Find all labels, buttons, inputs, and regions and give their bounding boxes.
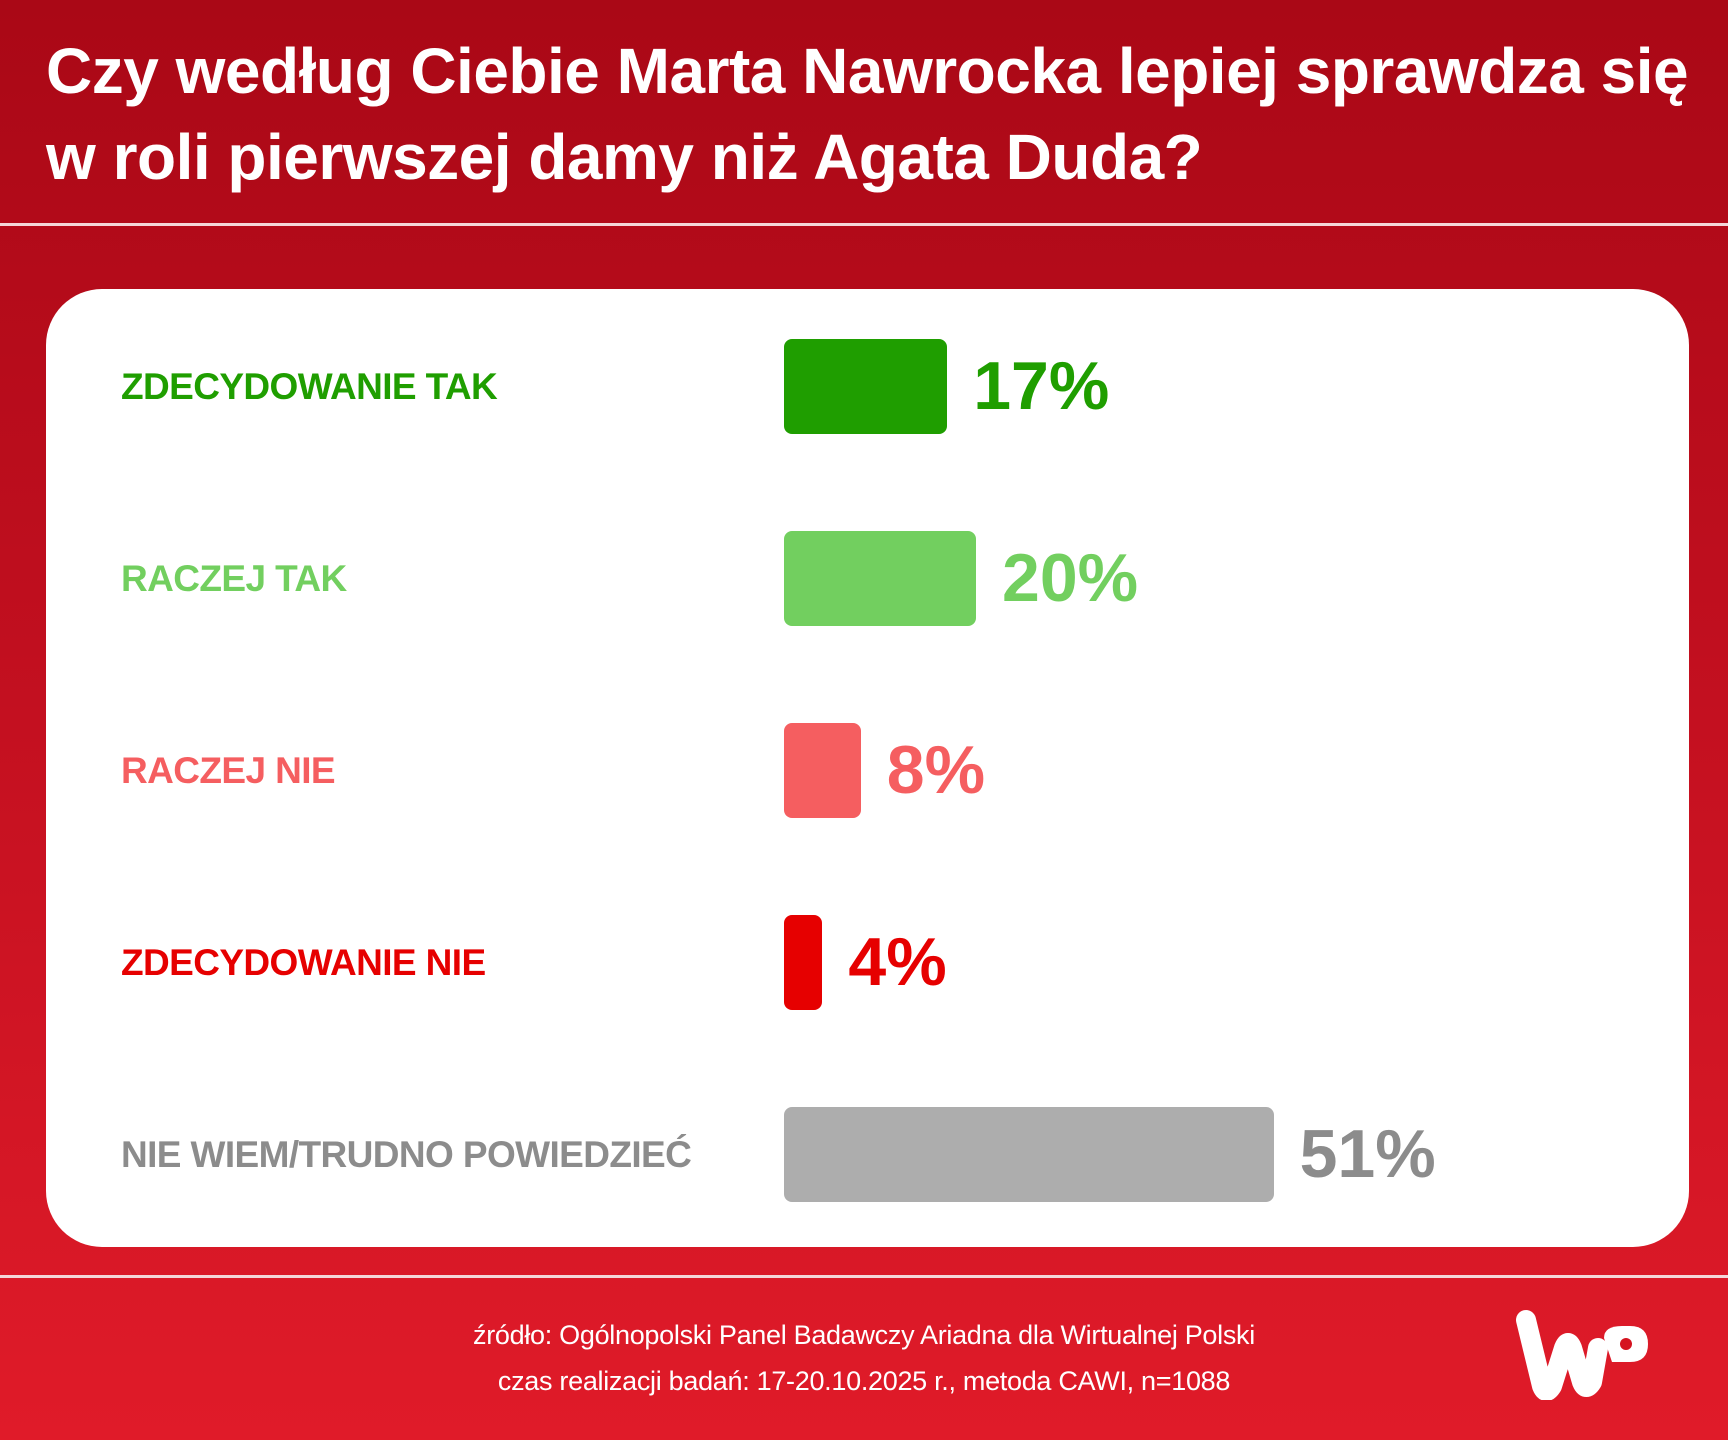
- bar: [784, 531, 976, 626]
- bar-row: RACZEJ NIE 8%: [46, 723, 1689, 818]
- category-label: RACZEJ TAK: [121, 558, 347, 599]
- source-text: źródło: Ogólnopolski Panel Badawczy Aria…: [473, 1320, 1255, 1350]
- bar-row: RACZEJ TAK 20%: [46, 531, 1689, 626]
- method-text: czas realizacji badań: 17-20.10.2025 r.,…: [497, 1366, 1231, 1396]
- chart-card: ZDECYDOWANIE TAK 17% RACZEJ TAK 20% RACZEJ N…: [46, 289, 1689, 1247]
- value-label: 20%: [1002, 540, 1139, 616]
- value-label: 8%: [886, 732, 986, 808]
- chart-title: Czy według Ciebie Marta Nawrocka lepiej …: [46, 35, 1689, 193]
- category-label: ZDECYDOWANIE TAK: [121, 366, 498, 407]
- category-label: NIE WIEM/TRUDNO POWIEDZIEĆ: [121, 1134, 692, 1175]
- bar: [784, 723, 861, 818]
- wp-logo-icon: [1516, 1310, 1648, 1400]
- value-label: 17%: [973, 348, 1110, 424]
- category-label: RACZEJ NIE: [121, 750, 336, 791]
- value-label: 4%: [848, 924, 947, 1000]
- bar: [784, 915, 823, 1010]
- category-label: ZDECYDOWANIE NIE: [121, 942, 486, 983]
- header-divider: [0, 223, 1728, 226]
- value-label: 51%: [1299, 1116, 1436, 1192]
- bar: [784, 339, 948, 434]
- bar-row: ZDECYDOWANIE NIE 4%: [46, 915, 1689, 1010]
- bar-row: ZDECYDOWANIE TAK 17%: [46, 339, 1689, 434]
- bar: [784, 1107, 1274, 1202]
- bar-row: NIE WIEM/TRUDNO POWIEDZIEĆ 51%: [46, 1107, 1689, 1202]
- footer-divider: [0, 1275, 1728, 1278]
